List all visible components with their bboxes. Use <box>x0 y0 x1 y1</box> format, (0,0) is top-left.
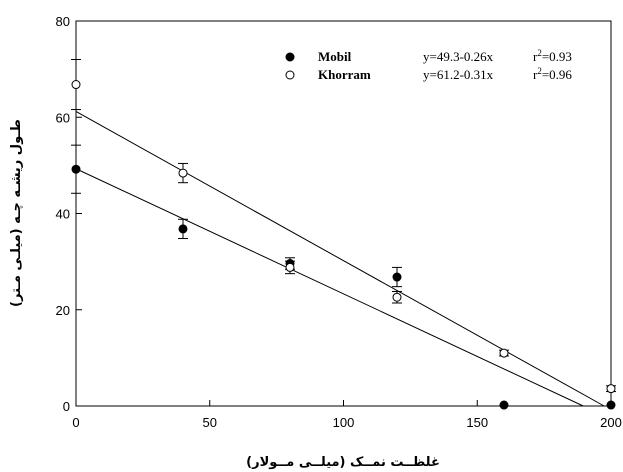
legend-marker-khorram <box>285 70 295 80</box>
legend-r2-symbol-khorram: r <box>533 67 538 82</box>
legend-equation-khorram: y=61.2-0.31x <box>423 67 494 82</box>
point-mobil-40 <box>178 224 188 234</box>
point-khorram-200 <box>606 384 616 394</box>
legend-marker-mobil <box>285 52 295 62</box>
data-points <box>71 80 616 410</box>
x-tick-label-0: 0 <box>72 415 79 430</box>
legend-r2-symbol-mobil: r <box>533 49 538 64</box>
point-khorram-0 <box>71 80 81 90</box>
y-tick-label-80: 80 <box>56 14 70 29</box>
y-tick-label-40: 40 <box>56 207 70 222</box>
fit-line-khorram <box>75 111 605 407</box>
legend-r2-superscript-mobil: 2 <box>537 48 542 58</box>
point-khorram-120 <box>392 292 402 302</box>
y-tick-label-20: 20 <box>56 303 70 318</box>
legend-label-mobil: Mobil <box>318 49 352 64</box>
legend-r2-superscript-khorram: 2 <box>537 66 542 76</box>
y-axis-title: طـول ریشـه چـه (میلـی مـتر) <box>9 119 24 307</box>
y-axis-ticks: 0 20 40 60 80 <box>56 14 82 414</box>
legend-r2-value-khorram: =0.96 <box>542 67 573 82</box>
x-tick-label-150: 150 <box>466 415 488 430</box>
legend-r2-mobil: r2=0.93 <box>533 48 572 64</box>
legend-r2-value-mobil: =0.93 <box>542 49 572 64</box>
point-mobil-160 <box>499 400 509 410</box>
point-khorram-40 <box>178 168 188 178</box>
error-bars <box>71 59 616 393</box>
x-tick-label-100: 100 <box>333 415 355 430</box>
legend-label-khorram: Khorram <box>318 67 371 82</box>
point-khorram-80 <box>285 262 295 272</box>
x-tick-label-200: 200 <box>600 415 622 430</box>
legend: Mobil y=49.3-0.26x r2=0.93 Khorram y=61.… <box>285 48 572 82</box>
point-khorram-160 <box>499 348 509 358</box>
point-mobil-120 <box>392 272 402 282</box>
point-mobil-0 <box>71 164 81 174</box>
fit-line-mobil <box>75 168 584 407</box>
x-tick-label-50: 50 <box>203 415 217 430</box>
fit-lines <box>75 111 605 407</box>
x-axis-ticks: 0 50 100 150 200 <box>72 400 622 430</box>
y-tick-label-0: 0 <box>63 399 70 414</box>
y-tick-label-60: 60 <box>56 110 70 125</box>
x-axis-title: غلظــت نمــک (میلــی مــولار) <box>246 455 440 470</box>
legend-equation-mobil: y=49.3-0.26x <box>423 49 494 64</box>
legend-r2-khorram: r2=0.96 <box>533 66 572 82</box>
